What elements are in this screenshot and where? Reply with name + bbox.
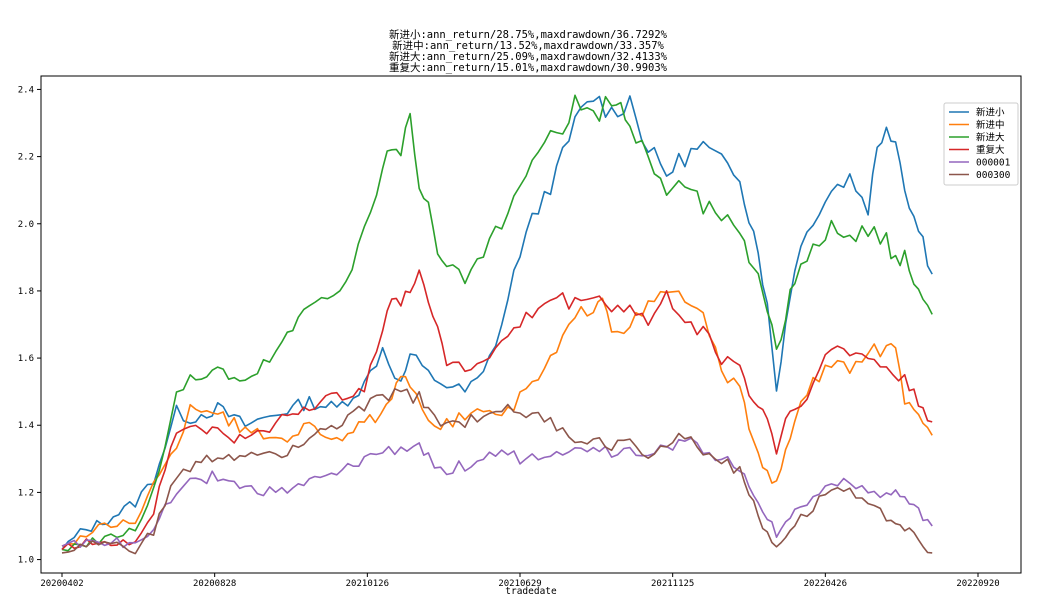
x-axis-label: tradedate xyxy=(505,586,557,597)
y-tick-label: 1.0 xyxy=(18,556,34,566)
x-tick-label: 20220426 xyxy=(804,579,847,589)
series-line-000300 xyxy=(61,388,933,555)
legend-label: 重复大 xyxy=(976,144,1005,156)
x-tick-label: 20200828 xyxy=(193,579,236,589)
title-line-1: 新进小:ann_return/28.75%,maxdrawdown/36.729… xyxy=(389,28,668,41)
legend-label: 000001 xyxy=(976,158,1011,169)
y-tick-label: 2.2 xyxy=(18,153,34,163)
legend-label: 新进大 xyxy=(976,132,1005,144)
y-tick-label: 1.2 xyxy=(18,488,34,498)
title-line-3: 新进大:ann_return/25.09%,maxdrawdown/32.413… xyxy=(389,50,668,63)
y-tick-label: 1.8 xyxy=(18,287,34,297)
chart-title: 新进小:ann_return/28.75%,maxdrawdown/36.729… xyxy=(389,28,668,74)
series-line-新进大 xyxy=(61,94,933,552)
series-line-重复大 xyxy=(61,269,933,551)
x-tick-label: 20211125 xyxy=(651,579,694,589)
series-line-000001 xyxy=(61,437,933,549)
y-tick-label: 1.4 xyxy=(18,421,34,431)
y-tick-label: 1.6 xyxy=(18,354,34,364)
legend-label: 000300 xyxy=(976,170,1011,181)
series-line-新进中 xyxy=(61,290,933,547)
title-line-2: 新进中:ann_return/13.52%,maxdrawdown/33.357… xyxy=(392,39,664,52)
plot-area-frame xyxy=(40,75,1022,574)
x-tick-label: 20210629 xyxy=(498,579,541,589)
x-tick-label: 20200402 xyxy=(40,579,83,589)
x-tick-label: 20210126 xyxy=(346,579,389,589)
y-axis: 1.0 1.2 1.4 1.6 1.8 2.0 2.2 2.4 xyxy=(18,85,41,566)
x-axis: 20200402 20200828 20210126 20210629 20211125… xyxy=(40,573,1000,589)
y-tick-label: 2.4 xyxy=(18,85,34,95)
legend-label: 新进中 xyxy=(976,119,1005,131)
legend-label: 新进小 xyxy=(976,107,1005,119)
series-lines xyxy=(61,94,933,555)
legend-frame xyxy=(943,102,1019,186)
y-tick-label: 2.0 xyxy=(18,220,34,230)
series-line-新进小 xyxy=(61,95,933,550)
x-tick-label: 20220920 xyxy=(956,579,999,589)
title-line-4: 重复大:ann_return/15.01%,maxdrawdown/30.990… xyxy=(389,61,668,74)
